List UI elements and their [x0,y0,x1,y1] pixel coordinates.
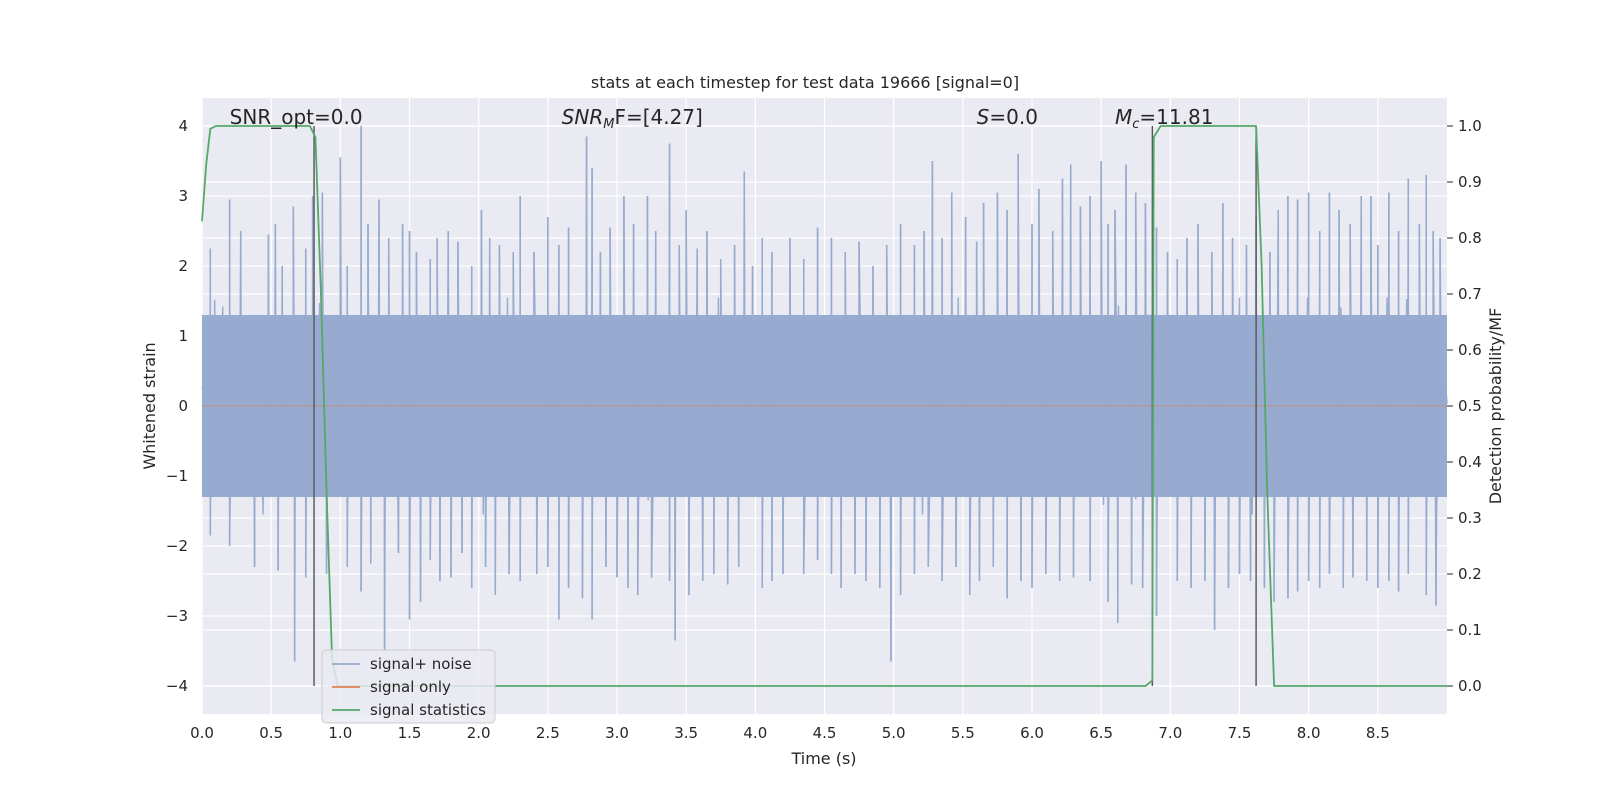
y2-tick-label: 0.7 [1458,285,1482,303]
x-tick-label: 3.0 [605,724,629,742]
statistics-series [201,125,1447,687]
y-tick-label: −2 [166,537,188,555]
x-tick-label: 8.0 [1297,724,1321,742]
y-tick-label: 2 [178,257,188,275]
x-tick-label: 4.0 [743,724,767,742]
y-tick-label: 1 [178,327,188,345]
x-tick-label: 6.5 [1089,724,1113,742]
y2-tick-label: 1.0 [1458,117,1482,135]
y2-tick-label: 0.8 [1458,229,1482,247]
y2-tick-label: 0.3 [1458,509,1482,527]
y-tick-label: 4 [178,117,188,135]
y2-tick-label: 0.5 [1458,397,1482,415]
x-tick-label: 1.5 [398,724,422,742]
x-tick-label: 2.0 [467,724,491,742]
annotation-text: SNR_opt=0.0 [230,105,363,129]
y2-tick-label: 0.6 [1458,341,1482,359]
legend-label: signal+ noise [370,655,472,673]
noise-trace [201,126,1448,662]
chart-title: stats at each timestep for test data 196… [591,73,1019,92]
legend: signal+ noise signal only signal statistic… [321,649,496,724]
y2-tick-label: 0.2 [1458,565,1482,583]
statistics-line [201,125,1447,687]
x-tick-label: 4.5 [813,724,837,742]
legend-label: signal only [370,678,451,696]
y2-tick-label: 0.1 [1458,621,1482,639]
legend-label: signal statistics [370,701,486,719]
legend-box [321,649,496,724]
y2-tick-label: 0.9 [1458,173,1482,191]
ticks: 0.0 0.5 1.0 1.5 2.0 2.5 3.0 3.5 4.0 4.5 5.0 5.5 6.0 6… [166,117,1482,742]
x-tick-label: 6.0 [1020,724,1044,742]
x-tick-label: 0.5 [259,724,283,742]
x-tick-label: 5.5 [951,724,975,742]
x-tick-label: 1.0 [328,724,352,742]
x-tick-label: 5.0 [882,724,906,742]
y2-tick-label: 0.0 [1458,677,1482,695]
y-axis-label: Whitened strain [140,342,159,469]
annotation-text: SNRMF=[4.27] [562,105,703,132]
x-tick-label: 3.5 [674,724,698,742]
y-tick-label: −3 [166,607,188,625]
y2-tick-label: 0.4 [1458,453,1482,471]
y-tick-label: −1 [166,467,188,485]
x-tick-label: 2.5 [536,724,560,742]
x-tick-label: 8.5 [1366,724,1390,742]
y2-axis-label: Detection probability/MF [1486,308,1505,505]
y-tick-label: 0 [178,397,188,415]
x-tick-label: 7.5 [1228,724,1252,742]
x-tick-label: 7.0 [1158,724,1182,742]
x-axis-label: Time (s) [790,749,856,768]
y-tick-label: −4 [166,677,188,695]
annotation-text: Mc=11.81 [1115,105,1213,132]
y-tick-label: 3 [178,187,188,205]
annotation-text: S=0.0 [977,105,1038,129]
x-tick-label: 0.0 [190,724,214,742]
annotations: SNR_opt=0.0 SNRMF=[4.27] S=0.0 Mc=11.81 [230,105,1214,132]
